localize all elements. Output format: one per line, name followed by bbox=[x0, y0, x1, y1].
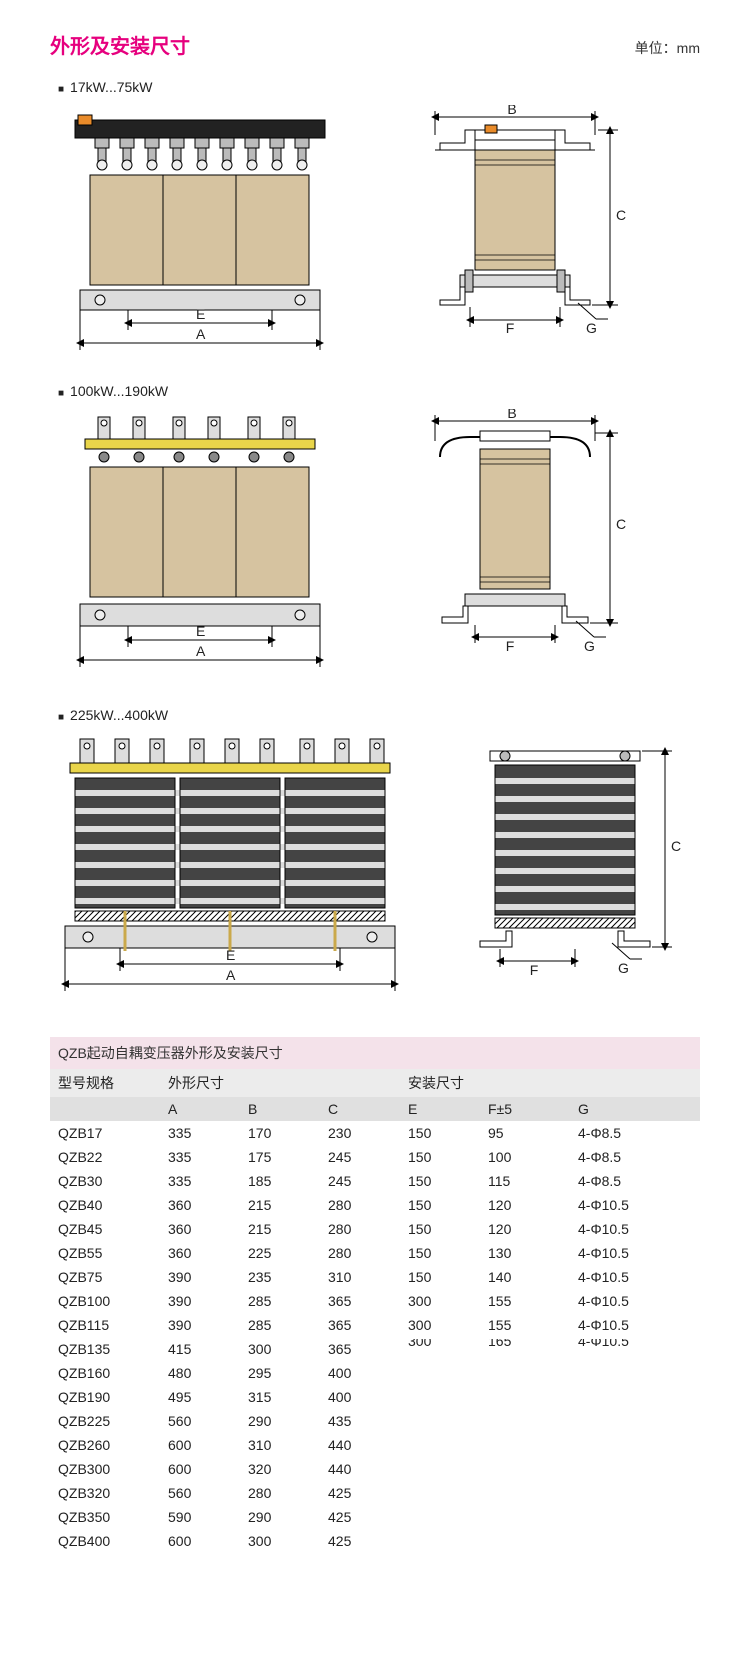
dim-F: F bbox=[506, 320, 515, 336]
unit-label: 单位：mm bbox=[635, 38, 700, 58]
col-model: 型号规格 bbox=[50, 1069, 160, 1097]
range-label-3: 225kW...400kW bbox=[58, 707, 700, 723]
col-A: A bbox=[160, 1097, 240, 1121]
table-row: QZB17335170230150954-Φ8.5 bbox=[50, 1121, 700, 1145]
table-row: QZB453602152801501204-Φ10.5 bbox=[50, 1217, 700, 1241]
range-label-2: 100kW...190kW bbox=[58, 383, 700, 399]
table-row: QZB403602152801501204-Φ10.5 bbox=[50, 1193, 700, 1217]
dim-C: C bbox=[616, 207, 626, 223]
table-row: QZB223351752451501004-Φ8.5 bbox=[50, 1145, 700, 1169]
col-B: B bbox=[240, 1097, 320, 1121]
dimensions-table: 型号规格 外形尺寸 安装尺寸 A B C E F±5 G QZB17335170… bbox=[50, 1069, 700, 1553]
dim-B: B bbox=[507, 409, 516, 421]
table-row: QZB350590290425 bbox=[50, 1505, 700, 1529]
dim-E: E bbox=[196, 623, 205, 639]
diagram-front-2: E A bbox=[50, 409, 350, 689]
dim-A: A bbox=[226, 967, 236, 983]
table-row: QZB160480295400 bbox=[50, 1361, 700, 1385]
dim-E: E bbox=[226, 947, 235, 963]
diagram-pair-2: E A B C F bbox=[50, 409, 700, 689]
diagram-side-3: C F G bbox=[440, 733, 690, 1013]
dim-E: E bbox=[196, 306, 205, 322]
dim-F: F bbox=[506, 638, 515, 654]
dim-G: G bbox=[586, 320, 597, 336]
diagram-front-3: E A bbox=[50, 733, 410, 1013]
table-row: QZB190495315400 bbox=[50, 1385, 700, 1409]
col-F: F±5 bbox=[480, 1097, 570, 1121]
table-row: QZB300600320440 bbox=[50, 1457, 700, 1481]
col-group1: 外形尺寸 bbox=[160, 1069, 400, 1097]
dim-A: A bbox=[196, 326, 206, 342]
diagram-side-2: B C F G bbox=[380, 409, 640, 689]
col-C: C bbox=[320, 1097, 400, 1121]
diagram-pair-1: E A B C bbox=[50, 105, 700, 365]
table-row: QZB1153902853653001554-Φ10.5 bbox=[50, 1313, 700, 1337]
table-row: QZB260600310440 bbox=[50, 1433, 700, 1457]
table-row: QZB320560280425 bbox=[50, 1481, 700, 1505]
dim-G: G bbox=[618, 960, 629, 976]
page-title: 外形及安装尺寸 bbox=[50, 30, 190, 59]
dim-C: C bbox=[616, 516, 626, 532]
table-row: QZB303351852451501154-Φ8.5 bbox=[50, 1169, 700, 1193]
table-row: QZB553602252801501304-Φ10.5 bbox=[50, 1241, 700, 1265]
table-row: QZB1354153003653001654-Φ10.5 bbox=[50, 1337, 700, 1361]
table-title: QZB起动自耦变压器外形及安装尺寸 bbox=[50, 1037, 700, 1069]
col-G: G bbox=[570, 1097, 700, 1121]
table-row: QZB225560290435 bbox=[50, 1409, 700, 1433]
dim-F: F bbox=[530, 962, 539, 978]
terminals bbox=[95, 138, 309, 170]
table-row: QZB1003902853653001554-Φ10.5 bbox=[50, 1289, 700, 1313]
table-row: QZB753902353101501404-Φ10.5 bbox=[50, 1265, 700, 1289]
dim-C: C bbox=[671, 838, 681, 854]
page-header: 外形及安装尺寸 单位：mm bbox=[50, 30, 700, 59]
dim-A: A bbox=[196, 643, 206, 659]
col-E: E bbox=[400, 1097, 480, 1121]
dim-G: G bbox=[584, 638, 595, 654]
lugs bbox=[98, 417, 295, 439]
dim-B: B bbox=[507, 105, 516, 117]
col-group2: 安装尺寸 bbox=[400, 1069, 700, 1097]
range-label-1: 17kW...75kW bbox=[58, 79, 700, 95]
diagram-side-1: B C F G bbox=[380, 105, 640, 365]
diagram-front-1: E A bbox=[50, 105, 350, 365]
diagram-pair-3: E A C bbox=[50, 733, 700, 1013]
table-row: QZB400600300425 bbox=[50, 1529, 700, 1553]
